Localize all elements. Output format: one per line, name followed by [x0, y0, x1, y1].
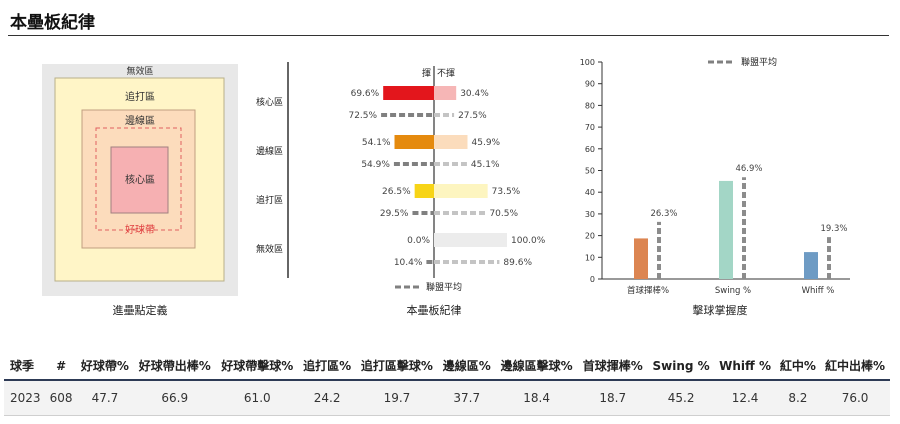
zone-1-league-swing-value: 72.5%	[348, 111, 377, 121]
zone-label-strike: 好球帶	[125, 223, 155, 236]
table-cell: 8.2	[775, 380, 821, 416]
zone-1-player-swing-bar	[383, 86, 434, 100]
table-cell: 47.7	[76, 380, 134, 416]
table-cell: 18.4	[495, 380, 578, 416]
zone-1-player-take-bar	[434, 86, 457, 100]
x-tick-label-3: Whiff %	[802, 286, 835, 296]
y-tick-label: 20	[585, 232, 595, 241]
zone-4-league-swing-value: 10.4%	[394, 258, 423, 268]
y-tick-label: 100	[580, 58, 595, 67]
table-cell: 76.0	[820, 380, 890, 416]
zone-heart	[110, 146, 169, 214]
zone-3-player-take-value: 73.5%	[492, 187, 521, 197]
table-row: 2023 608 47.7 66.9 61.0 24.2 19.7 37.7 18.4 18.7 4…	[4, 380, 890, 416]
table-cell: 66.9	[133, 380, 217, 416]
column-header: 紅中%	[779, 359, 816, 373]
zone-4-label: 無效區	[256, 243, 283, 255]
table-cell: 19.7	[355, 380, 439, 416]
zone-2-league-swing-value: 54.9%	[361, 160, 390, 170]
column-header: 追打區擊球%	[360, 359, 433, 373]
y-tick-label: 70	[585, 123, 595, 132]
zone-3-label: 追打區	[256, 194, 283, 206]
bar-player-1	[634, 238, 648, 279]
column-header: 邊線區擊球%	[500, 359, 573, 373]
contact-chart: 0 10 20 30 40 50 60 70 80 90 100 26.3% 首球揮棒% 46.9% Swi…	[580, 56, 850, 296]
bar-player-2	[719, 180, 733, 279]
league-value-label-3: 19.3%	[820, 224, 847, 234]
y-tick-label: 90	[585, 80, 595, 89]
table-cell: 2023	[4, 380, 46, 416]
x-tick-label-2: Swing %	[715, 286, 751, 296]
column-header: 邊線區%	[442, 359, 491, 373]
zone-2-league-take-value: 45.1%	[471, 160, 500, 170]
table-cell: 608	[45, 380, 77, 416]
strike-zone-outline	[95, 127, 182, 231]
take-header: 不揮	[437, 67, 455, 79]
zone-2-label: 邊線區	[256, 145, 283, 157]
table-cell: 61.0	[216, 380, 299, 416]
zone-label-chase: 追打區	[125, 90, 155, 103]
zone-3-player-swing-value: 26.5%	[382, 187, 411, 197]
column-header: 首球揮棒%	[582, 359, 643, 373]
zone-label-shadow: 邊線區	[125, 114, 155, 127]
discipline-legend-label: 聯盟平均	[426, 281, 462, 293]
league-value-label-1: 26.3%	[650, 209, 677, 219]
column-header: Whiff %	[719, 358, 771, 373]
zone-1-player-take-value: 30.4%	[460, 89, 489, 99]
zone-4-player-take-value: 100.0%	[511, 236, 546, 246]
column-header: 追打區%	[303, 359, 352, 373]
zone-3-player-take-bar	[434, 184, 488, 198]
table-cell: 37.7	[438, 380, 496, 416]
y-tick-label: 10	[585, 253, 595, 262]
zone-3-league-take-value: 70.5%	[489, 209, 518, 219]
y-tick-label: 30	[585, 210, 595, 219]
table-cell: 12.4	[714, 380, 776, 416]
zone-2-player-swing-value: 54.1%	[362, 138, 391, 148]
x-tick-label-1: 首球揮棒%	[627, 285, 669, 296]
bar-player-3	[804, 252, 818, 279]
y-tick-label: 60	[585, 145, 595, 154]
column-header: 球季	[10, 359, 35, 373]
table-cell: 45.2	[647, 380, 715, 416]
y-tick-label: 0	[590, 275, 595, 284]
zone-3-player-swing-bar	[414, 184, 434, 198]
zone-2-player-swing-bar	[394, 135, 434, 149]
zone-1-league-take-value: 27.5%	[458, 111, 487, 121]
discipline-chart: 揮不揮核心區 69.6% 30.4% 72.5% 27.5% 邊線區 54.1% 45.9% 5…	[256, 62, 546, 293]
table-header-row: 球季 # 好球帶% 好球帶出棒% 好球帶擊球% 追打區% 追打區擊球% 邊線區% 邊線區擊球% 首…	[4, 352, 890, 380]
zone-2-player-take-value: 45.9%	[472, 138, 501, 148]
zone-3-league-swing-value: 29.5%	[380, 209, 409, 219]
zone-4-player-take-bar	[434, 233, 507, 247]
column-header: #	[56, 358, 67, 373]
y-tick-label: 40	[585, 188, 595, 197]
stats-table: 球季 # 好球帶% 好球帶出棒% 好球帶擊球% 追打區% 追打區擊球% 邊線區% 邊線區擊球% 首…	[4, 352, 890, 416]
zone-2-player-take-bar	[434, 135, 468, 149]
zone-diagram: 無效區 追打區 邊線區 核心區 好球帶	[42, 64, 238, 296]
title-divider	[8, 35, 889, 36]
zone-4-league-take-value: 89.6%	[503, 258, 532, 268]
zone-1-player-swing-value: 69.6%	[351, 89, 380, 99]
swing-header: 揮	[422, 67, 431, 79]
table-cell: 24.2	[298, 380, 356, 416]
zone-4-player-swing-value: 0.0%	[407, 236, 430, 246]
discipline-chart-caption: 本壘板紀律	[406, 304, 462, 317]
table-cell: 18.7	[577, 380, 648, 416]
column-header: 好球帶出棒%	[138, 359, 211, 373]
column-header: 好球帶%	[80, 359, 129, 373]
contact-chart-caption: 擊球掌握度	[692, 304, 748, 317]
section-title: 本壘板紀律	[10, 13, 95, 33]
y-tick-label: 50	[585, 167, 595, 176]
zone-1-label: 核心區	[256, 96, 283, 108]
contact-legend-label: 聯盟平均	[741, 56, 777, 68]
league-value-label-2: 46.9%	[735, 164, 762, 174]
zone-label-waste: 無效區	[126, 65, 153, 77]
column-header: 好球帶擊球%	[221, 359, 294, 373]
column-header: Swing %	[652, 358, 710, 373]
column-header: 紅中出棒%	[825, 359, 886, 373]
zone-diagram-caption: 進壘點定義	[112, 304, 168, 317]
zone-label-heart: 核心區	[125, 173, 155, 186]
y-tick-label: 80	[585, 101, 595, 110]
